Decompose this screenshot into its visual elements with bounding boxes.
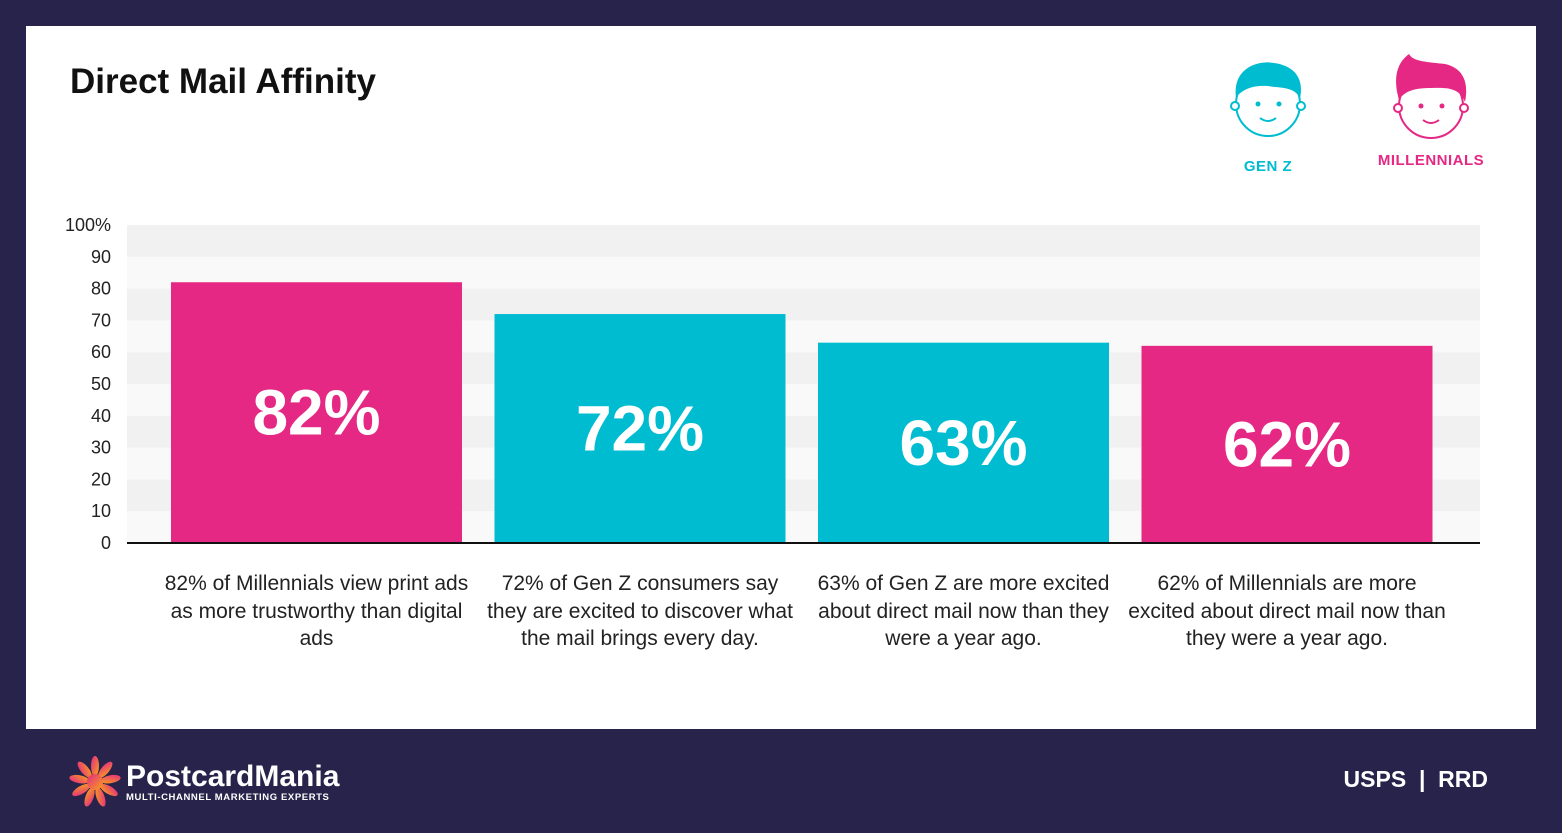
legend-gen-z: GEN Z xyxy=(1198,58,1338,175)
y-tick-label: 10 xyxy=(91,501,111,521)
chart-title: Direct Mail Affinity xyxy=(70,62,376,101)
partner-logos: USPS | RRD xyxy=(1343,766,1488,792)
category-label: 72% of Gen Z consumers say they are exci… xyxy=(487,572,793,650)
y-tick-label: 70 xyxy=(91,310,111,330)
bar xyxy=(171,282,462,543)
bar-data-label: 82% xyxy=(252,377,380,449)
y-tick-label: 20 xyxy=(91,469,111,489)
y-tick-label: 0 xyxy=(101,533,111,553)
y-tick-label: 60 xyxy=(91,342,111,362)
y-tick-label: 80 xyxy=(91,279,111,299)
y-tick-label: 40 xyxy=(91,406,111,426)
logo-tagline: MULTI-CHANNEL MARKETING EXPERTS xyxy=(126,791,330,803)
logo-name: PostcardMania xyxy=(126,759,340,793)
bar-data-label: 63% xyxy=(899,407,1027,479)
category-label: 62% of Millennials are more excited abou… xyxy=(1128,572,1446,650)
boy-face-icon xyxy=(1230,62,1306,137)
y-tick-label: 100% xyxy=(65,215,111,235)
bar xyxy=(1141,345,1433,543)
flower-logo-icon xyxy=(69,756,121,807)
bar-data-label: 62% xyxy=(1223,408,1351,480)
postcardmania-logo: PostcardMania MULTI-CHANNEL MARKETING EX… xyxy=(68,755,339,809)
y-tick-label: 50 xyxy=(91,374,111,394)
y-tick-label: 90 xyxy=(91,247,111,267)
category-label: 63% of Gen Z are more excited about dire… xyxy=(817,572,1110,650)
legend-label-millennials: MILLENNIALS xyxy=(1377,152,1485,169)
legend-millennials: MILLENNIALS xyxy=(1361,52,1501,169)
bar xyxy=(494,314,786,543)
bar xyxy=(818,342,1109,543)
boy-face-quiff-icon xyxy=(1393,54,1469,139)
grid-band xyxy=(127,225,1480,257)
y-tick-label: 30 xyxy=(91,438,111,458)
bar-data-label: 72% xyxy=(576,393,704,465)
category-label: 82% of Millennials view print ads as mor… xyxy=(164,572,469,650)
legend-label-gen-z: GEN Z xyxy=(1243,158,1293,175)
